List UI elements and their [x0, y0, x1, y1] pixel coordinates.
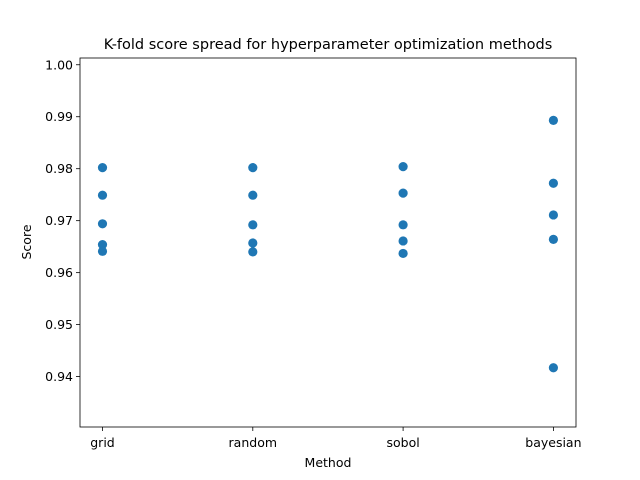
data-point	[97, 246, 108, 256]
data-point	[548, 234, 559, 244]
data-point	[398, 220, 408, 230]
data-point	[548, 210, 559, 220]
data-point	[398, 236, 408, 246]
y-tick-label: 0.98	[45, 161, 73, 176]
y-tick-label: 1.00	[45, 57, 73, 72]
x-tick-label: sobol	[386, 435, 419, 450]
data-point	[97, 163, 108, 173]
chart-title: K-fold score spread for hyperparameter o…	[104, 37, 553, 53]
data-point	[97, 239, 108, 250]
data-point	[248, 220, 258, 230]
data-point	[248, 247, 258, 257]
plot-area	[97, 115, 559, 373]
y-tick-label: 0.95	[45, 317, 73, 332]
x-axis-label: Method	[305, 455, 352, 470]
x-tick-label: random	[229, 435, 277, 450]
x-tick-label: grid	[90, 435, 114, 450]
data-point	[398, 162, 408, 172]
data-point	[248, 190, 258, 200]
x-axis: grid random sobol bayesian	[90, 427, 582, 450]
data-point	[248, 238, 258, 248]
y-tick-label: 0.96	[45, 265, 73, 280]
data-point	[248, 163, 258, 173]
data-point	[398, 248, 408, 259]
data-point	[97, 190, 108, 200]
y-axis-label: Score	[19, 224, 34, 259]
data-point	[548, 363, 559, 373]
x-tick-label: bayesian	[525, 435, 581, 450]
plot-frame	[79, 57, 577, 428]
data-point	[97, 219, 108, 229]
data-point	[548, 115, 559, 125]
y-tick-label: 0.94	[45, 369, 73, 384]
y-tick-label: 0.97	[45, 213, 73, 228]
y-tick-label: 0.99	[45, 109, 73, 124]
y-axis: 0.94 0.95 0.96 0.97 0.98 0.99 1.00	[45, 57, 80, 384]
data-point	[548, 178, 559, 188]
data-point	[398, 188, 408, 198]
